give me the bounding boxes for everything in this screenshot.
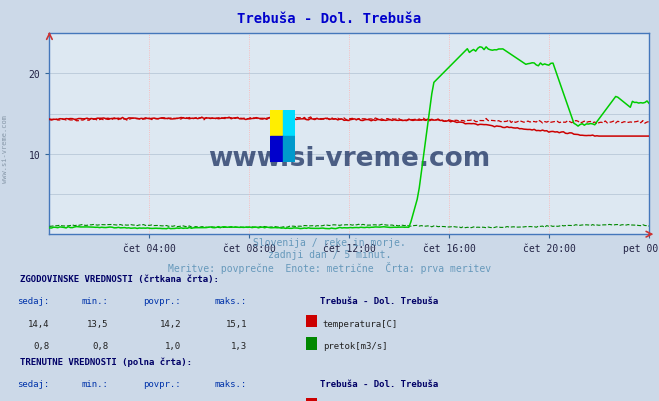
Text: 0,8: 0,8 (34, 341, 49, 350)
Text: www.si-vreme.com: www.si-vreme.com (2, 114, 9, 182)
Text: min.:: min.: (82, 297, 109, 306)
Text: povpr.:: povpr.: (144, 379, 181, 388)
Text: Slovenija / reke in morje.: Slovenija / reke in morje. (253, 237, 406, 247)
Text: maks.:: maks.: (215, 297, 247, 306)
Text: Trebuša - Dol. Trebuša: Trebuša - Dol. Trebuša (320, 379, 438, 388)
Bar (283, 136, 295, 162)
Text: sedaj:: sedaj: (17, 297, 49, 306)
Text: Trebuša - Dol. Trebuša: Trebuša - Dol. Trebuša (320, 297, 438, 306)
Text: min.:: min.: (82, 379, 109, 388)
Text: 1,3: 1,3 (231, 341, 247, 350)
Bar (270, 110, 283, 136)
Text: Meritve: povprečne  Enote: metrične  Črta: prva meritev: Meritve: povprečne Enote: metrične Črta:… (168, 261, 491, 273)
Text: ZGODOVINSKE VREDNOSTI (črtkana črta):: ZGODOVINSKE VREDNOSTI (črtkana črta): (20, 275, 219, 284)
Text: zadnji dan / 5 minut.: zadnji dan / 5 minut. (268, 249, 391, 259)
Text: pretok[m3/s]: pretok[m3/s] (323, 341, 387, 350)
Text: 13,5: 13,5 (87, 319, 109, 328)
Text: temperatura[C]: temperatura[C] (323, 319, 398, 328)
Text: TRENUTNE VREDNOSTI (polna črta):: TRENUTNE VREDNOSTI (polna črta): (20, 357, 192, 367)
Bar (283, 110, 295, 136)
Text: sedaj:: sedaj: (17, 379, 49, 388)
Text: Trebuša - Dol. Trebuša: Trebuša - Dol. Trebuša (237, 12, 422, 26)
Text: 14,2: 14,2 (159, 319, 181, 328)
Text: 1,0: 1,0 (165, 341, 181, 350)
Bar (270, 136, 283, 162)
Text: 14,4: 14,4 (28, 319, 49, 328)
Text: maks.:: maks.: (215, 379, 247, 388)
Text: povpr.:: povpr.: (144, 297, 181, 306)
Text: 15,1: 15,1 (225, 319, 247, 328)
Text: 0,8: 0,8 (93, 341, 109, 350)
Text: www.si-vreme.com: www.si-vreme.com (208, 146, 490, 171)
